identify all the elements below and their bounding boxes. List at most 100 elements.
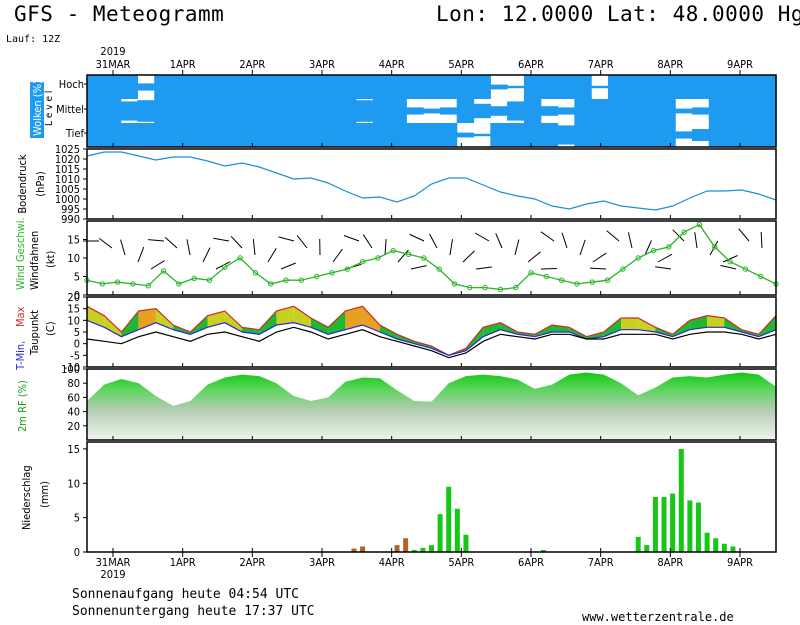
precip-bar: [403, 538, 409, 552]
pressure-tick-label: 1015: [55, 163, 80, 176]
cloud-cell-tief: [154, 123, 172, 147]
cloud-cell-hoch: [490, 84, 508, 90]
pressure-tick-label: 1010: [55, 173, 80, 186]
temp-range-band: [620, 318, 639, 330]
wind-speed-point: [405, 251, 412, 258]
page-title: GFS - Meteogramm: [14, 2, 225, 26]
temp-range-band: [104, 315, 122, 337]
precip-bar: [687, 500, 693, 552]
date-label-top: 9APR: [727, 58, 753, 71]
humidity-area: [87, 372, 776, 440]
wind-speed-point: [145, 283, 151, 289]
wind-speed-point: [681, 229, 687, 235]
date-label-bottom: 3APR: [309, 556, 335, 569]
wind-barb: [495, 233, 503, 249]
precip-bar: [429, 545, 434, 552]
wind-barb: [137, 246, 145, 263]
precip-bar: [394, 545, 400, 552]
wind-barb: [397, 249, 409, 263]
cloud-cell-tief: [187, 123, 206, 147]
cloud-cell-mittel: [725, 99, 743, 123]
precip-panel: 0 5 10 15 Niederschlag (mm): [20, 441, 777, 559]
wind-barb: [267, 248, 277, 263]
cloud-cell-tief: [221, 123, 239, 147]
cloud-cell-tief: [389, 123, 407, 147]
cloud-cell-mittel: [137, 100, 155, 122]
precip-tick-label: 10: [67, 477, 80, 490]
precip-bar: [678, 448, 684, 552]
cloud-cell-tief: [675, 131, 693, 139]
cloud-cell-tief: [271, 123, 290, 147]
pressure-unit: (hPa): [34, 171, 47, 197]
cloud-cell-hoch: [641, 75, 659, 99]
cloud-cell-tief: [372, 123, 391, 147]
date-label-top: 7APR: [588, 58, 614, 71]
cloud-cell-tief: [641, 123, 659, 147]
rh-frame: [86, 368, 777, 441]
wind-tick-label: 15: [67, 234, 80, 247]
wind-barb: [540, 267, 558, 270]
temp-tick-label: -5: [70, 349, 80, 362]
rh-tick-label: 40: [67, 406, 80, 419]
cloud-level-mittel: Mittel: [56, 103, 84, 116]
rh-tick-label: 100: [61, 363, 80, 376]
cloud-cell-hoch: [574, 75, 592, 99]
cloud-cell-hoch: [355, 75, 374, 99]
time-axis: 2019201931MAR31MAR1APR1APR2APR2APR3APR3A…: [96, 45, 753, 581]
cloud-cell-tief: [439, 123, 458, 147]
cloud-cell-mittel: [423, 108, 441, 114]
date-label-bottom: 1APR: [170, 556, 196, 569]
bottom-year-label: 2019: [100, 568, 125, 581]
cloud-cell-mittel: [742, 99, 760, 123]
cloud-cell-hoch: [154, 75, 172, 99]
date-label-bottom: 7APR: [588, 556, 614, 569]
wind-barb: [474, 232, 490, 242]
wind-barb: [332, 248, 343, 263]
cloud-cell-hoch: [238, 75, 256, 99]
cloud-cell-hoch: [658, 75, 676, 99]
wind-barb: [343, 235, 360, 242]
cloud-cell-hoch: [675, 75, 693, 99]
wind-barb: [720, 264, 737, 270]
cloud-cell-mittel: [490, 106, 508, 116]
wind-barb: [657, 253, 673, 263]
cloud-cell-hoch: [305, 75, 323, 99]
cloud-cell-mittel: [154, 99, 172, 123]
cloud-cell-hoch: [473, 75, 491, 99]
temp-tick-label: 20: [67, 291, 80, 304]
wind-barb: [462, 250, 475, 263]
cloud-cell-tief: [87, 123, 105, 147]
precip-bar: [730, 546, 736, 552]
wind-barb: [655, 266, 672, 270]
wind-unit: (kt): [44, 251, 57, 268]
wind-speed-point: [99, 281, 106, 287]
temp-min-line: [86, 319, 777, 356]
date-label-bottom: 4APR: [379, 556, 405, 569]
cloud-cell-mittel: [456, 99, 475, 123]
cloud-cell-tief: [288, 123, 307, 147]
temp-range-band: [293, 306, 311, 328]
cloud-cell-tief: [305, 123, 323, 147]
wind-speed-point: [742, 266, 749, 272]
temp-range-band: [603, 318, 621, 337]
wind-barb: [362, 234, 373, 249]
pressure-tick-label: 1020: [55, 153, 80, 166]
cloud-cell-hoch: [708, 75, 727, 99]
cloud-cell-tief: [574, 123, 592, 147]
precip-tick-label: 5: [74, 512, 80, 525]
precip-bar: [351, 548, 357, 552]
precip-bar: [437, 514, 443, 552]
cloud-cell-tief: [103, 123, 122, 147]
cloud-cell-hoch: [171, 75, 189, 99]
wind-speed-point: [712, 244, 718, 250]
wind-barb: [514, 239, 520, 256]
date-label-bottom: 9APR: [727, 556, 753, 569]
rh-tick-label: 60: [67, 391, 80, 404]
cloud-cell-hoch: [322, 75, 340, 99]
cloud-cell-hoch: [742, 75, 760, 99]
wind-speed-point: [237, 255, 243, 261]
wind-speed-line: [86, 223, 777, 291]
precip-bar: [695, 502, 701, 552]
wind-speed-point: [375, 255, 381, 261]
